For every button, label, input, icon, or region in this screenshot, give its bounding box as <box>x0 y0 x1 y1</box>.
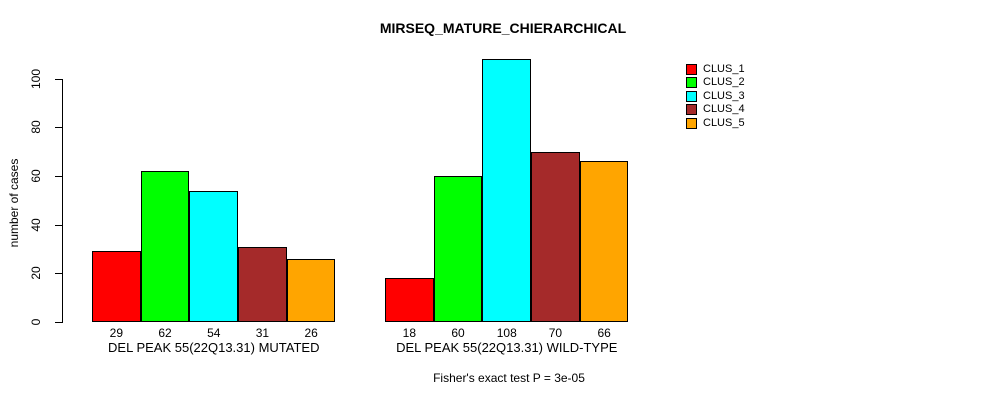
legend-swatch-clus_1 <box>686 64 697 75</box>
y-axis-tick <box>55 322 62 323</box>
y-axis-tick <box>55 127 62 129</box>
legend-label: CLUS_4 <box>703 103 745 116</box>
y-axis-tick <box>55 175 62 177</box>
y-axis-tick <box>55 224 62 226</box>
bar-clus_5 <box>286 258 336 322</box>
y-axis-tick-label: 60 <box>29 169 43 183</box>
legend-label: CLUS_2 <box>703 76 745 89</box>
y-axis-label: number of cases <box>7 158 21 248</box>
fisher-test-annotation: Fisher's exact test P = 3e-05 <box>433 371 585 385</box>
legend-label: CLUS_3 <box>703 89 745 102</box>
legend-label: CLUS_5 <box>703 116 745 129</box>
bar-clus_3 <box>482 59 532 322</box>
bar-value-label: 31 <box>255 326 270 340</box>
y-axis-tick-label: 40 <box>29 217 43 232</box>
x-group-label: DEL PEAK 55(22Q13.31) WILD-TYPE <box>396 340 618 355</box>
y-axis-tick-label: 100 <box>29 68 43 89</box>
bar-value-label: 60 <box>451 326 465 340</box>
bar-value-label: 62 <box>158 326 172 340</box>
y-axis-tick-label: 0 <box>29 318 43 326</box>
legend-swatch-clus_2 <box>686 77 697 89</box>
y-axis-tick-label: 20 <box>29 266 43 280</box>
legend-swatch-clus_3 <box>686 90 697 102</box>
y-axis-tick <box>55 273 62 275</box>
legend-swatch-clus_5 <box>686 117 697 129</box>
legend-label: CLUS_1 <box>703 63 745 75</box>
bar-clus_3 <box>189 190 239 322</box>
bar-clus_2 <box>140 171 190 322</box>
bar-clus_2 <box>433 175 483 322</box>
bar-value-label: 26 <box>304 326 318 340</box>
bar-value-label: 29 <box>109 326 124 340</box>
bar-clus_1 <box>92 251 141 322</box>
y-axis-tick-label: 80 <box>29 120 43 134</box>
bar-clus_5 <box>579 161 629 322</box>
bar-value-label: 66 <box>597 326 611 340</box>
y-axis-line <box>62 78 63 323</box>
bar-value-label: 54 <box>207 326 221 340</box>
bar-value-label: 70 <box>548 326 563 340</box>
x-group-label: DEL PEAK 55(22Q13.31) MUTATED <box>108 340 320 355</box>
y-axis-tick <box>55 78 62 80</box>
legend-swatch-clus_4 <box>686 104 697 116</box>
bar-clus_1 <box>385 278 434 322</box>
bar-clus_4 <box>238 246 287 322</box>
chart-title: MIRSEQ_MATURE_CHIERARCHICAL <box>379 20 627 36</box>
bar-clus_4 <box>531 151 580 322</box>
bar-value-label: 18 <box>402 326 417 340</box>
bar-value-label: 108 <box>496 326 517 340</box>
